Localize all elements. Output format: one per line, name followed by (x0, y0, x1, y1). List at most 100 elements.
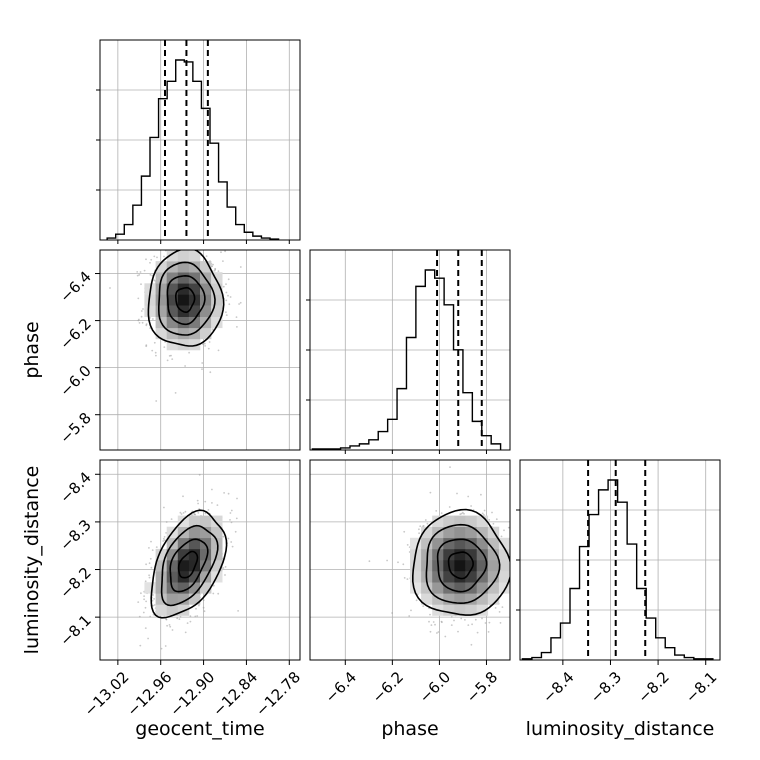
scatter-point (149, 273, 152, 276)
density-cell (410, 571, 422, 583)
xlabel-geocent-time: geocent_time (135, 718, 264, 740)
density-cell (166, 305, 179, 317)
density-cell (155, 261, 167, 273)
scatter-point (208, 341, 211, 343)
joint-phase_vs_geocent_time (109, 250, 242, 402)
scatter-point (169, 625, 172, 628)
scatter-point (184, 365, 187, 367)
scatter-point (225, 283, 227, 285)
scatter-point (391, 612, 393, 614)
scatter-point (222, 567, 225, 569)
density-cell (211, 515, 223, 527)
scatter-point (168, 355, 171, 357)
scatter-point (160, 647, 163, 650)
density-cell (166, 604, 179, 616)
scatter-point (143, 598, 146, 601)
scatter-point (212, 592, 215, 595)
scatter-point (139, 644, 142, 647)
scatter-point (184, 510, 187, 513)
scatter-point (196, 499, 199, 502)
scatter-point (419, 525, 422, 528)
density-cell (211, 316, 223, 329)
scatter-point (147, 637, 150, 640)
scatter-point (227, 537, 230, 540)
density-cell (177, 250, 190, 262)
scatter-point (416, 593, 419, 595)
scatter-point (171, 629, 174, 631)
scatter-point (145, 563, 148, 566)
scatter-point (488, 621, 491, 624)
scatter-point (456, 492, 458, 495)
density-cell (200, 582, 212, 594)
density-cell (188, 261, 201, 273)
scatter-point (434, 623, 436, 626)
scatter-point (150, 540, 152, 543)
scatter-point (162, 537, 165, 540)
scatter-point (171, 358, 174, 360)
scatter-point (178, 618, 181, 620)
scatter-point (222, 285, 225, 288)
density-cell (476, 593, 489, 605)
density-cell (177, 548, 190, 561)
density-cell (166, 327, 179, 340)
scatter-point (144, 606, 147, 609)
scatter-point (148, 576, 151, 579)
density-cell (177, 261, 190, 273)
density-cell (166, 548, 179, 561)
scatter-point (386, 559, 388, 562)
density-cell (200, 515, 212, 527)
scatter-point (141, 321, 144, 324)
density-cell (177, 604, 190, 616)
scatter-point (429, 630, 432, 633)
panel-frame-luminosity_distance_vs_phase (309, 459, 511, 661)
scatter-point (217, 592, 220, 595)
density-cell (200, 526, 212, 539)
scatter-point (179, 615, 182, 618)
contour-luminosity_distance_vs_geocent_time-2 (160, 524, 219, 607)
density-cell (188, 548, 201, 561)
scatter-point (165, 618, 168, 621)
density-cell (421, 526, 433, 539)
density-cell (200, 548, 212, 561)
scatter-point (237, 610, 240, 612)
scatter-point (448, 506, 451, 508)
scatter-point (428, 620, 430, 623)
scatter-point (109, 287, 111, 289)
scatter-point (224, 566, 227, 568)
joint-luminosity_distance_vs_geocent_time (137, 473, 240, 650)
density-cell (454, 560, 466, 572)
scatter-point (211, 488, 213, 491)
density-cell (166, 294, 179, 306)
scatter-point (211, 502, 213, 504)
scatter-point (450, 624, 453, 626)
scatter-point (432, 621, 435, 623)
joint-luminosity_distance_vs_phase (368, 466, 510, 646)
scatter-point (422, 605, 425, 607)
scatter-point (163, 255, 165, 258)
density-cell (476, 526, 489, 539)
scatter-point (166, 624, 169, 627)
density-cell (443, 604, 455, 616)
density-cell (166, 593, 179, 605)
density-cell (211, 272, 223, 284)
scatter-point (229, 512, 232, 514)
density-cell (476, 548, 489, 561)
scatter-point (222, 260, 224, 262)
scatter-point (202, 343, 204, 346)
scatter-point (140, 310, 143, 312)
scatter-point (203, 610, 206, 613)
density-cell (487, 548, 500, 561)
density-cell (177, 316, 190, 329)
scatter-point (182, 495, 184, 498)
scatter-point (170, 518, 173, 520)
scatter-point (507, 526, 510, 529)
scatter-point (227, 278, 230, 281)
density-cell (200, 283, 212, 295)
scatter-point (464, 619, 466, 621)
density-cell (454, 515, 466, 527)
scatter-point (225, 314, 228, 316)
scatter-point (483, 514, 485, 516)
scatter-point (500, 535, 503, 538)
scatter-point (440, 512, 443, 514)
scatter-point (234, 530, 237, 533)
